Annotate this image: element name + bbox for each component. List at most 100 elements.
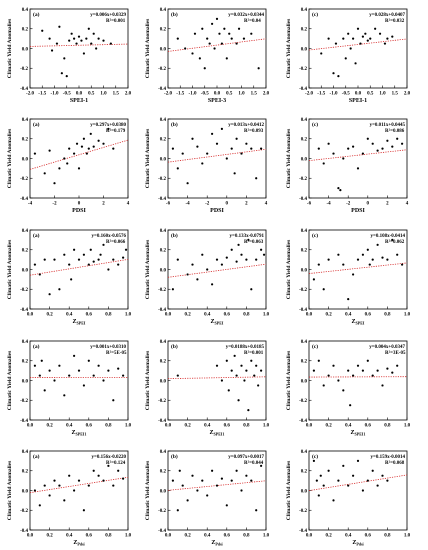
data-point — [50, 49, 54, 52]
x-axis-label-main: PDSI — [72, 208, 86, 214]
x-tick-label: 0.0 — [306, 313, 313, 318]
data-point — [237, 27, 241, 30]
y-tick-label: 0.2 — [301, 28, 308, 33]
x-tick-label: 0.0 — [27, 313, 34, 318]
y-axis-label: Climatic Yield Anomalies — [286, 19, 292, 78]
regression-line — [167, 263, 267, 278]
x-tick-label: -6 — [307, 202, 312, 207]
data-point — [92, 260, 95, 263]
x-tick-label: 4 — [265, 202, 268, 207]
x-axis-label-main: PDSI — [351, 208, 365, 214]
data-point — [107, 127, 110, 130]
data-point — [356, 167, 360, 170]
y-tick-label: 0.0 — [160, 268, 167, 273]
y-tick-label: 0.2 — [160, 138, 167, 143]
x-tick-label: 1.5 — [392, 92, 399, 97]
y-tick-label: 0.4 — [301, 340, 308, 345]
regression-equation: y=0.108x-0.0414 — [370, 234, 405, 239]
y-tick-label: 0.2 — [160, 470, 167, 475]
data-point — [112, 484, 115, 487]
x-tick-label: -1.5 — [38, 92, 46, 97]
data-point — [99, 253, 102, 256]
data-point — [327, 142, 330, 145]
data-point — [198, 57, 201, 60]
data-point — [176, 37, 179, 40]
x-axis-label: ZSPEI — [211, 319, 224, 326]
x-tick-label: 0.8 — [243, 313, 250, 318]
x-tick-label: 0.6 — [224, 534, 231, 539]
x-tick-label: -4 — [327, 202, 332, 207]
data-point — [255, 364, 258, 367]
y-tick-label: 0.4 — [301, 450, 308, 455]
data-point — [85, 37, 88, 40]
x-tick-label: -1.0 — [330, 92, 338, 97]
regression-equation: y=0.0188x+0.0185 — [226, 345, 265, 350]
x-tick-label: 0.5 — [88, 92, 95, 97]
data-point — [230, 479, 233, 482]
regression-line — [29, 139, 129, 170]
r-squared-label: R²=0.001 — [106, 18, 126, 24]
panel-label: (c) — [312, 343, 318, 350]
y-axis-label: Climatic Yield Anomalies — [286, 129, 292, 188]
data-point — [250, 288, 253, 291]
data-point — [366, 359, 369, 362]
y-tick-label: 0.0 — [160, 47, 167, 52]
data-point — [201, 253, 204, 256]
data-point — [233, 354, 236, 357]
x-tick-label: 0.4 — [66, 424, 73, 429]
data-point — [245, 258, 248, 261]
r-squared-label: R²=0.093 — [244, 128, 264, 134]
data-point — [87, 27, 90, 30]
data-point — [225, 504, 228, 507]
panel-label: (b) — [171, 121, 178, 128]
data-point — [48, 37, 51, 40]
data-point — [73, 489, 76, 492]
x-tick-label: 0.8 — [384, 313, 391, 318]
data-point — [73, 248, 76, 251]
y-tick-label: -0.2 — [20, 288, 28, 293]
data-point — [48, 494, 51, 497]
regression-line — [29, 258, 129, 276]
x-tick-label: 2 — [102, 202, 105, 207]
scatter-panel: -0.4 -0.2 0.0 0.2 0.4 -2.0 -1.5 -1.0 -0.5 0.0 0.5 1… — [145, 8, 270, 104]
data-point — [215, 258, 219, 261]
x-axis-label: PDSI — [72, 208, 86, 214]
y-tick-label: 0.0 — [22, 379, 29, 384]
x-tick-label: 0.8 — [105, 313, 112, 318]
y-tick-label: -0.2 — [158, 67, 166, 72]
data-point — [386, 37, 389, 40]
data-point — [102, 379, 105, 382]
x-axis-label: PDSI — [351, 208, 365, 214]
data-point — [381, 147, 384, 150]
y-axis-label: Climatic Yield Anomalies — [145, 351, 151, 410]
data-point — [371, 374, 374, 377]
y-axis-label: Climatic Yield Anomalies — [7, 351, 13, 410]
data-point — [312, 369, 315, 372]
data-point — [327, 469, 330, 472]
data-point — [82, 52, 85, 55]
data-point — [87, 484, 90, 487]
y-tick-label: -0.2 — [299, 509, 307, 514]
x-tick-label: 0.6 — [365, 534, 372, 539]
data-point — [122, 477, 125, 480]
data-point — [381, 384, 384, 387]
y-tick-label: 0.2 — [22, 28, 29, 33]
x-tick-label: 0.4 — [345, 424, 352, 429]
y-tick-label: 0.2 — [160, 360, 167, 365]
data-point — [352, 37, 355, 40]
data-point — [193, 32, 197, 35]
data-point — [235, 374, 238, 377]
y-tick-label: 0.4 — [160, 8, 167, 13]
data-point — [82, 253, 85, 256]
y-tick-label: 0.2 — [22, 470, 29, 475]
x-tick-label: -2 — [346, 202, 351, 207]
r-squared-label: R²=0.086 — [385, 128, 405, 134]
y-tick-label: -0.2 — [299, 399, 307, 404]
scatter-panel: -0.4 -0.2 0.0 0.2 0.4 0.0 0.2 0.4 0.6 0.8 1.0 ZSPEI… — [7, 340, 132, 437]
x-tick-label: -1.0 — [189, 92, 197, 97]
regression-line — [308, 38, 408, 51]
data-point — [391, 35, 394, 38]
data-point — [332, 364, 335, 367]
y-tick-label: 0.0 — [301, 489, 308, 494]
data-point — [356, 459, 360, 462]
